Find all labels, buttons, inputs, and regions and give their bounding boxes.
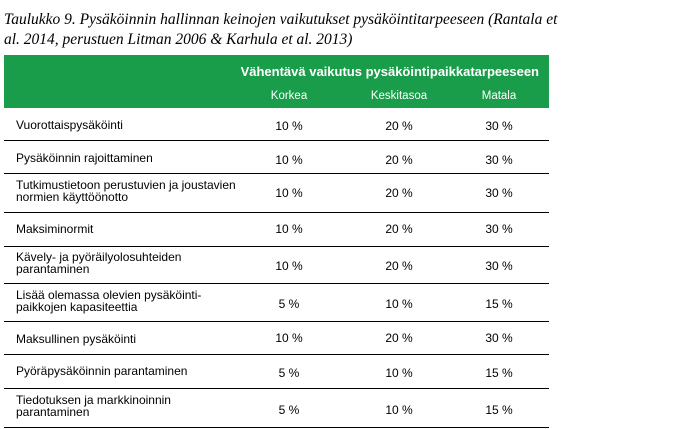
row-label: Tiedotuksen ja markkinoinnin parantamine… [16,393,171,419]
table-row: Vuorottaispysäköinti 10 % 20 % 30 % [4,108,549,141]
row-label: Vuorottaispysäköinti [16,118,123,132]
parking-measures-table: Vähentävä vaikutus pysäköintipaikkatarpe… [4,55,549,428]
cell-matala: 15 % [485,366,513,380]
cell-korkea: 10 % [275,153,303,167]
caption-line-2: al. 2014, perustuen Litman 2006 & Karhul… [4,31,353,48]
cell-keskitasoa: 10 % [385,403,413,417]
cell-matala: 30 % [485,331,513,345]
cell-matala: 30 % [485,259,513,273]
cell-korkea: 10 % [275,222,303,236]
table-header: Vähentävä vaikutus pysäköintipaikkatarpe… [4,55,549,108]
cell-keskitasoa: 20 % [385,119,413,133]
cell-matala: 30 % [485,153,513,167]
table-caption: Taulukko 9. Pysäköinnin hallinnan keinoj… [4,10,684,50]
table-row: Lisää olemassa olevien pysäköinti-paikko… [4,284,549,322]
column-header-keskitasoa: Keskitasoa [370,90,428,102]
cell-keskitasoa: 20 % [385,259,413,273]
cell-keskitasoa: 20 % [385,222,413,236]
row-label: Tutkimustietoon perustuvien ja joustavie… [16,178,236,204]
caption-line-1: Taulukko 9. Pysäköinnin hallinnan keinoj… [4,11,558,28]
cell-korkea: 10 % [275,186,303,200]
column-header-matala: Matala [481,90,517,102]
cell-matala: 15 % [485,297,513,311]
cell-korkea: 10 % [275,119,303,133]
table-row: Kävely- ja pyöräilyolosuhteiden parantam… [4,247,549,284]
cell-korkea: 5 % [278,297,300,311]
row-label: Maksiminormit [16,222,94,236]
cell-matala: 30 % [485,222,513,236]
cell-keskitasoa: 20 % [385,331,413,345]
cell-korkea: 5 % [278,366,300,380]
table-row: Pysäköinnin rajoittaminen 10 % 20 % 30 % [4,141,549,174]
row-label: Kävely- ja pyöräilyolosuhteiden parantam… [16,250,182,276]
table-row: Tutkimustietoon perustuvien ja joustavie… [4,174,549,213]
row-label: Pyöräpysäköinnin parantaminen [16,364,188,378]
cell-keskitasoa: 20 % [385,153,413,167]
table-header-title: Vähentävä vaikutus pysäköintipaikkatarpe… [240,64,539,79]
cell-keskitasoa: 20 % [385,186,413,200]
table-body: Vuorottaispysäköinti 10 % 20 % 30 % Pysäköin… [4,108,549,428]
cell-matala: 30 % [485,119,513,133]
row-label: Lisää olemassa olevien pysäköinti-paikko… [16,288,202,314]
row-label: Maksullinen pysäköinti [16,332,137,346]
row-label: Pysäköinnin rajoittaminen [16,151,153,165]
table-row: Tiedotuksen ja markkinoinnin parantamine… [4,389,549,428]
cell-keskitasoa: 10 % [385,297,413,311]
cell-keskitasoa: 10 % [385,366,413,380]
table-row: Maksiminormit 10 % 20 % 30 % [4,213,549,247]
cell-matala: 30 % [485,186,513,200]
cell-korkea: 5 % [278,403,300,417]
cell-matala: 15 % [485,403,513,417]
cell-korkea: 10 % [275,259,303,273]
table-row: Maksullinen pysäköinti 10 % 20 % 30 % [4,322,549,355]
table-row: Pyöräpysäköinnin parantaminen 5 % 10 % 15 % [4,355,549,389]
column-header-korkea: Korkea [270,90,308,102]
cell-korkea: 10 % [275,331,303,345]
